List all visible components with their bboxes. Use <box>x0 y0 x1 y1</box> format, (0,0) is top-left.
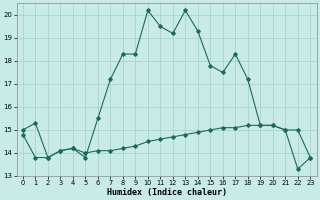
X-axis label: Humidex (Indice chaleur): Humidex (Indice chaleur) <box>107 188 227 197</box>
